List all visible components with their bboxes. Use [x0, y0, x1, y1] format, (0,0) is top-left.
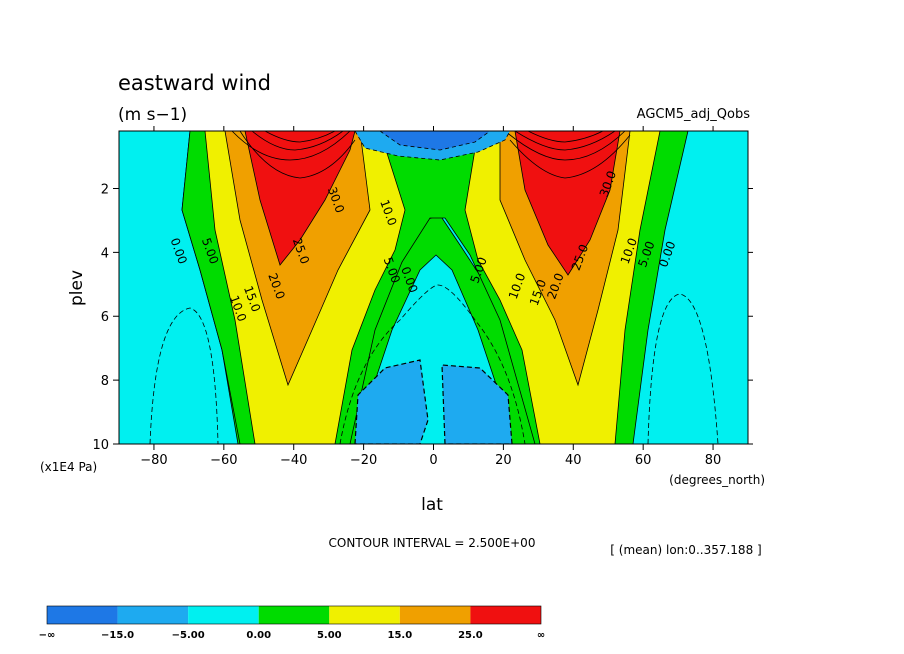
y-tick-label: 4 [101, 246, 109, 261]
colorbar-swatch [188, 606, 259, 624]
contour-fill [119, 131, 748, 444]
x-tick-label: 40 [565, 453, 582, 468]
colorbar-swatch [329, 606, 400, 624]
y-axis-label: plev [67, 270, 87, 306]
colorbar-label: 25.0 [458, 630, 483, 641]
colorbar-label: −5.00 [172, 630, 205, 641]
x-tick-label: 0 [429, 453, 437, 468]
contour-interval: CONTOUR INTERVAL = 2.500E+00 [329, 536, 536, 550]
x-axis-ticks: −80 −60 −40 −20 0 20 40 60 80 [140, 126, 721, 468]
colorbar-frame [46, 605, 542, 625]
x-axis-units: (degrees_north) [669, 473, 765, 487]
colorbar-label: 15.0 [388, 630, 413, 641]
y-axis-units: (x1E4 Pa) [40, 460, 97, 474]
x-tick-label: 60 [635, 453, 652, 468]
x-tick-label: 20 [495, 453, 512, 468]
y-tick-label: 8 [101, 374, 109, 389]
fill-negative-lobe-south [354, 359, 429, 444]
chart-units: (m s−1) [118, 105, 187, 125]
colorbar: −∞ −15.0 −5.00 0.00 5.00 15.0 25.0 ∞ [39, 605, 545, 641]
fill-negative-lobe-north [441, 364, 513, 444]
fill-jet-south [244, 131, 356, 266]
model-name: AGCM5_adj_Qobs [637, 107, 751, 122]
x-tick-label: 80 [705, 453, 722, 468]
y-tick-label: 6 [101, 310, 109, 325]
chart-title: eastward wind [118, 71, 271, 95]
colorbar-swatch [258, 606, 330, 624]
x-tick-label: −40 [280, 453, 307, 468]
dashed-contour-tropics [339, 284, 526, 444]
colorbar-swatch [470, 606, 541, 624]
x-tick-label: −60 [210, 453, 237, 468]
colorbar-swatch [399, 606, 471, 624]
fill-jet-north [514, 131, 621, 276]
x-tick-label: −80 [140, 453, 167, 468]
colorbar-swatch [47, 606, 118, 624]
jet-contours-south [231, 131, 356, 179]
dashed-contour-north-polar [647, 293, 719, 444]
colorbar-label: −∞ [39, 630, 56, 641]
y-tick-label: 2 [101, 182, 109, 197]
y-tick-label: 10 [92, 438, 109, 453]
x-axis-label: lat [421, 495, 443, 515]
colorbar-label: −15.0 [101, 630, 134, 641]
colorbar-label: ∞ [537, 630, 545, 641]
y-axis-ticks: 2 4 6 8 10 [92, 182, 753, 453]
dashed-contour-south-polar [149, 307, 219, 444]
colorbar-label: 5.00 [317, 630, 342, 641]
x-tick-label: −20 [350, 453, 377, 468]
colorbar-label: 0.00 [246, 630, 271, 641]
colorbar-swatch [117, 606, 189, 624]
fill-deep-negative-top [379, 131, 491, 151]
mean-info: [ (mean) lon:0..357.188 ] [610, 543, 761, 557]
jet-contours-north [504, 131, 631, 179]
